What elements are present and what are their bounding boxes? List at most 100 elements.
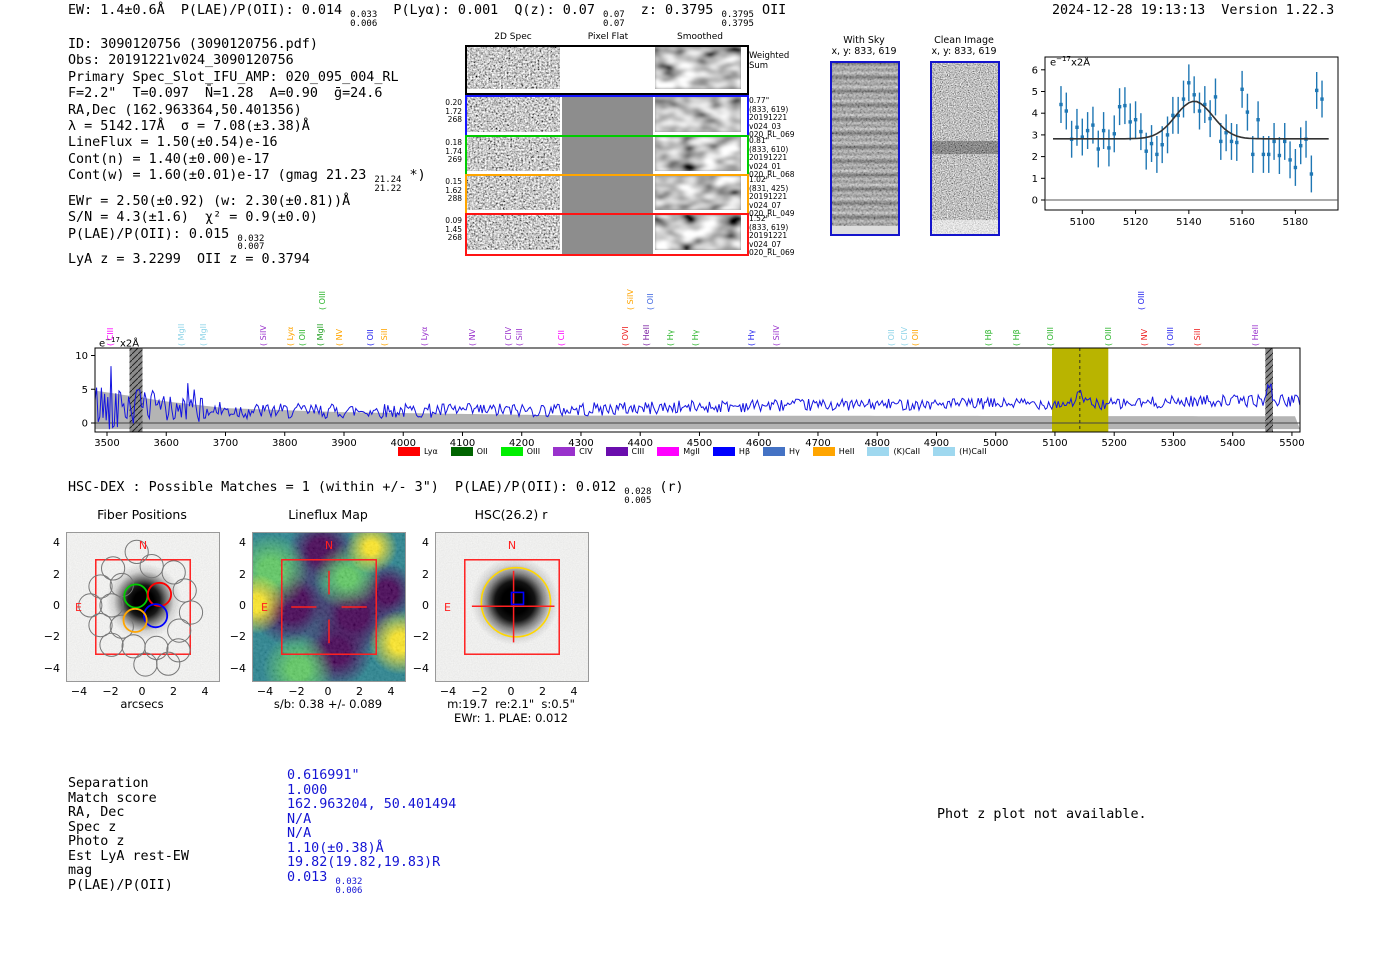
noise-texture	[932, 63, 998, 234]
spec2d-row	[465, 135, 749, 177]
legend-item: CIII	[605, 447, 645, 456]
legend-item: CIV	[553, 447, 593, 456]
text-segment: (r)	[651, 480, 684, 495]
text-segment: Primary Spec_Slot_IFU_AMP: 020_095_004_R…	[68, 69, 399, 85]
svg-text:3600: 3600	[154, 438, 179, 449]
match-row-value: N/A	[287, 826, 311, 841]
legend-item: OIII	[500, 447, 541, 456]
axis-tick-label: 0	[239, 599, 246, 612]
svg-text:3900: 3900	[331, 438, 356, 449]
info-line: Primary Spec_Slot_IFU_AMP: 020_095_004_R…	[68, 70, 478, 86]
text-segment: Obs: 20191221v024_3090120756	[68, 53, 294, 69]
pixel-flat-image	[562, 137, 653, 175]
axis-tick-label: 4	[387, 685, 395, 698]
text-segment: 162.963204, 50.401494	[287, 797, 457, 813]
hsc-caption-photometry: m:19.7 re:2.1" s:0.5"	[447, 697, 575, 711]
svg-text:4: 4	[1032, 109, 1038, 120]
smoothed-image	[655, 97, 741, 136]
legend-item: OII	[450, 447, 488, 456]
spec2d-row-weights: 0.15 1.62 288	[445, 177, 462, 204]
hsc-r-cutout-title: HSC(26.2) r	[474, 507, 548, 522]
pixel-flat-image	[562, 47, 653, 93]
emission-line-labels: ( CIII( MgII( MgII( SiIV( Lyα( OII( MgII…	[105, 289, 1260, 346]
legend-label: (K)CaII	[893, 447, 921, 456]
legend-item: HeII	[812, 447, 854, 456]
spec2d-row	[465, 174, 749, 216]
axis-tick-label: 2	[538, 685, 546, 698]
photz-note: Phot z plot not available.	[937, 807, 1147, 822]
noise-texture	[467, 47, 560, 89]
legend-label: CIII	[631, 447, 645, 456]
stacked-uncertainty: 0.07 0.07	[603, 10, 625, 29]
spec2d-row-source: 1.02" (831, 425) 20191221 v024_07 020_RL_049	[749, 175, 795, 219]
svg-text:5100: 5100	[1042, 438, 1067, 449]
axis-tick-label: 4	[570, 685, 578, 698]
noise-texture	[832, 63, 898, 234]
smoothed-image	[655, 137, 741, 175]
text-segment: P(LAE)/P(OII): 0.015	[68, 226, 238, 242]
spec2d-image	[467, 137, 560, 175]
axis-tick-label: 0	[422, 599, 429, 612]
svg-text:E: E	[75, 601, 82, 614]
axis-tick-label: −4	[256, 685, 274, 698]
info-line: EWr = 2.50(±0.92) (w: 2.30(±0.81))Å	[68, 194, 478, 210]
axis-tick-label: −2	[412, 630, 429, 644]
svg-text:E: E	[444, 601, 451, 614]
text-segment: 1.10(±0.38)Å	[287, 840, 384, 856]
lineflux-noise	[253, 533, 405, 681]
stacked-uncertainty: 0.033 0.006	[350, 10, 378, 29]
text-segment: LyA z = 3.2299 OII z = 0.3794	[68, 252, 310, 268]
legend-swatch	[812, 447, 835, 456]
sky-panel-title: With Sky x, y: 833, 619	[831, 35, 897, 57]
svg-text:E: E	[261, 601, 268, 614]
match-row-value: 1.000	[287, 783, 327, 798]
axis-tick-label: 4	[239, 536, 246, 550]
svg-text:3: 3	[1032, 130, 1038, 141]
sky-noise-overlay	[832, 63, 898, 234]
match-row-label: P(LAE)/P(OII)	[68, 877, 173, 893]
stacked-uncertainty: 0.032 0.007	[237, 233, 265, 253]
info-line: Cont(w) = 1.60(±0.01)e-17 (gmag 21.23 21…	[68, 168, 478, 194]
full-spectrum-plot: 3500 3600 3700 3800 3900 4000 4100 4200 4300 4400…	[0, 258, 1400, 463]
stacked-uncertainty: 0.032 0.006	[335, 876, 363, 896]
svg-text:4500: 4500	[687, 438, 712, 449]
fiber-source-blob	[67, 533, 219, 681]
axis-tick-label: −4	[439, 685, 457, 698]
text-segment: 0.616991"	[287, 768, 360, 783]
info-line: RA,Dec (162.963364,50.401356)	[68, 103, 478, 119]
legend-item: Lyα	[398, 447, 438, 456]
noise-texture	[253, 533, 405, 681]
svg-text:5: 5	[1032, 87, 1038, 98]
svg-text:3700: 3700	[213, 438, 238, 449]
text-segment: EWr = 2.50(±0.92) (w: 2.30(±0.81))Å	[68, 193, 351, 209]
svg-text:N: N	[508, 539, 516, 552]
hsc-caption-ew: EWr: 1. PLAE: 0.012	[454, 711, 568, 725]
spec2d-row	[465, 95, 749, 138]
text-segment: z: 0.3795	[624, 3, 722, 18]
legend-item: MgII	[657, 447, 700, 456]
legend-label: MgII	[683, 447, 700, 456]
legend-swatch	[500, 447, 523, 456]
noise-texture	[467, 137, 560, 171]
text-segment: 0.013	[287, 869, 336, 885]
text-segment: ID: 3090120756 (3090120756.pdf)	[68, 37, 318, 52]
match-row-label: Photo z	[68, 834, 125, 850]
spec2d-row-source: 1.52" (833, 619) 20191221 v024_07 020_RL_069	[749, 214, 795, 258]
spec2d-image	[467, 97, 560, 136]
axis-tick-label: 4	[53, 536, 60, 550]
line-fit-plot: 0 1 2 3 4 5 6 5100 5120 5140 5160 5180 e−17x2Å	[1030, 48, 1360, 238]
legend-label: OIII	[526, 447, 541, 456]
hsc-match-header: HSC-DEX : Possible Matches = 1 (within +…	[68, 480, 684, 506]
axis-tick-label: 0	[53, 599, 60, 612]
svg-text:1: 1	[1032, 174, 1038, 185]
svg-text:2: 2	[1032, 152, 1038, 163]
svg-text:6: 6	[1032, 65, 1038, 76]
noise-texture	[655, 47, 741, 89]
svg-text:5160: 5160	[1229, 217, 1254, 228]
svg-text:5500: 5500	[1279, 438, 1304, 449]
axis-tick-label: 0	[324, 685, 332, 698]
spectrum-legend: Lyα OII OIII CIV CIII MgII Hβ Hγ HeII (K)CaII (H)C…	[398, 447, 987, 456]
text-segment: Cont(n) = 1.40(±0.00)e-17	[68, 151, 270, 167]
spec2d-row-source: 0.77" (833, 619) 20191221 v024_03 020_RL_069	[749, 96, 795, 140]
